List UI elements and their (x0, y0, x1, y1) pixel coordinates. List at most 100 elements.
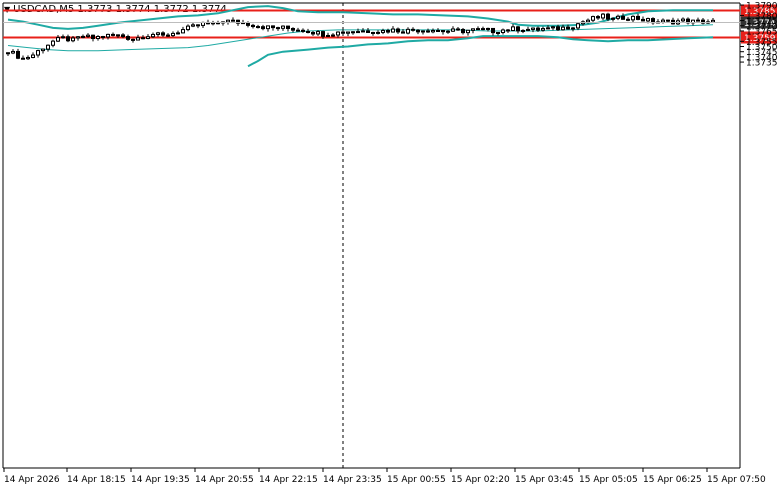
candle-body (331, 34, 335, 37)
candle-body (426, 30, 430, 33)
candle-body (646, 18, 650, 22)
x-tick-label-8: 15 Apr 03:45 (515, 475, 574, 485)
level-tag-1 (741, 31, 777, 44)
candle-body (491, 27, 495, 34)
candle-body (591, 16, 595, 21)
candle-body (106, 33, 110, 38)
candle-body (611, 17, 615, 20)
candle-body (636, 15, 640, 20)
candle-body (441, 30, 445, 33)
candle-body (16, 50, 20, 59)
candle-body (631, 15, 635, 21)
candle-body (346, 31, 350, 34)
horizontal-levels[interactable]: 1.3785 1.3759 (3, 4, 777, 45)
candle-body (291, 27, 295, 31)
candle-body (81, 35, 85, 38)
candle-body (296, 29, 300, 32)
x-tick-label-10: 15 Apr 06:25 (643, 475, 702, 485)
candle-body (556, 26, 560, 31)
candle-body (396, 28, 400, 33)
candle-body (41, 48, 45, 52)
y-tick-label-4: 1.3765 (746, 27, 778, 37)
candle-body (486, 27, 490, 30)
candle-body (56, 37, 60, 42)
y-tick-label-2: 1.3775 (746, 17, 778, 27)
candle-body (371, 31, 375, 34)
candle-body (26, 56, 30, 60)
candle-body (76, 36, 80, 39)
candle-body (481, 28, 485, 31)
candle-body (406, 28, 410, 34)
y-tick-label-0: 1.3790 (746, 2, 778, 12)
candle-body (286, 25, 290, 29)
candle-body (411, 28, 415, 31)
candle-body (641, 18, 645, 22)
candle-body (266, 25, 270, 30)
candle-body (621, 15, 625, 20)
candle-body (246, 22, 250, 26)
x-tick-label-9: 15 Apr 05:05 (579, 475, 638, 485)
candle-body (366, 30, 370, 33)
lower-band-line (247, 35, 714, 68)
candle-body (531, 27, 535, 30)
candle-body (576, 23, 580, 29)
candle-body (116, 34, 120, 37)
y-tick-label-9: 1.3735 (746, 59, 778, 69)
candle-body (356, 31, 360, 34)
candle-body (166, 34, 170, 37)
candle-body (161, 32, 165, 36)
time-scale[interactable]: 14 Apr 2026 14 Apr 18:15 14 Apr 19:35 14 Ap… (3, 468, 766, 485)
y-tick-label-3: 1.3770 (746, 22, 778, 32)
candle-body (136, 37, 140, 41)
candle-body (96, 36, 100, 40)
candle-body (421, 30, 425, 33)
candle-body (101, 36, 105, 39)
candle-body (236, 19, 240, 24)
price-scale[interactable]: 1.37901.37801.37751.37701.37651.37551.37… (740, 2, 778, 69)
candle-body (626, 18, 630, 21)
middle-band-line (7, 24, 714, 52)
candle-body (601, 13, 605, 19)
x-tick-label-0: 14 Apr 2026 (4, 475, 60, 485)
candle-body (701, 19, 705, 24)
candle-body (326, 34, 330, 37)
y-tick-label-6: 1.3750 (746, 43, 778, 53)
candle-body (61, 36, 65, 39)
candle-body (11, 50, 15, 54)
candle-body (451, 28, 455, 32)
y-tick-label-1: 1.3780 (746, 12, 778, 22)
candle-body (31, 54, 35, 58)
x-tick-label-2: 14 Apr 19:35 (131, 475, 190, 485)
candle-body (91, 34, 95, 40)
candle-body (536, 27, 540, 31)
candle-body (6, 52, 10, 55)
current-price-line: 1.3774 (3, 16, 777, 29)
candle-body (546, 27, 550, 30)
candle-body (566, 26, 570, 30)
candle-body (36, 50, 40, 56)
candle-body (606, 13, 610, 20)
candle-body (466, 29, 470, 34)
candle-body (456, 28, 460, 31)
x-tick-label-5: 14 Apr 23:35 (323, 475, 382, 485)
candle-body (21, 57, 25, 60)
x-tick-label-3: 14 Apr 20:55 (195, 475, 254, 485)
candle-body (256, 26, 260, 29)
y-tick-label-8: 1.3740 (746, 53, 778, 63)
candle-body (551, 26, 555, 29)
candle-body (51, 40, 55, 46)
candle-body (226, 19, 230, 23)
candle-body (616, 15, 620, 19)
candle-body (386, 30, 390, 33)
candle-body (416, 29, 420, 33)
y-tick-label-7: 1.3745 (746, 48, 778, 58)
candle-body (436, 30, 440, 33)
candle-body (461, 28, 465, 34)
candle-body (316, 31, 320, 35)
candle-body (431, 30, 435, 33)
candle-body (191, 24, 195, 27)
x-tick-label-1: 14 Apr 18:15 (67, 475, 126, 485)
x-tick-label-4: 14 Apr 22:15 (259, 475, 318, 485)
candle-body (156, 32, 160, 35)
